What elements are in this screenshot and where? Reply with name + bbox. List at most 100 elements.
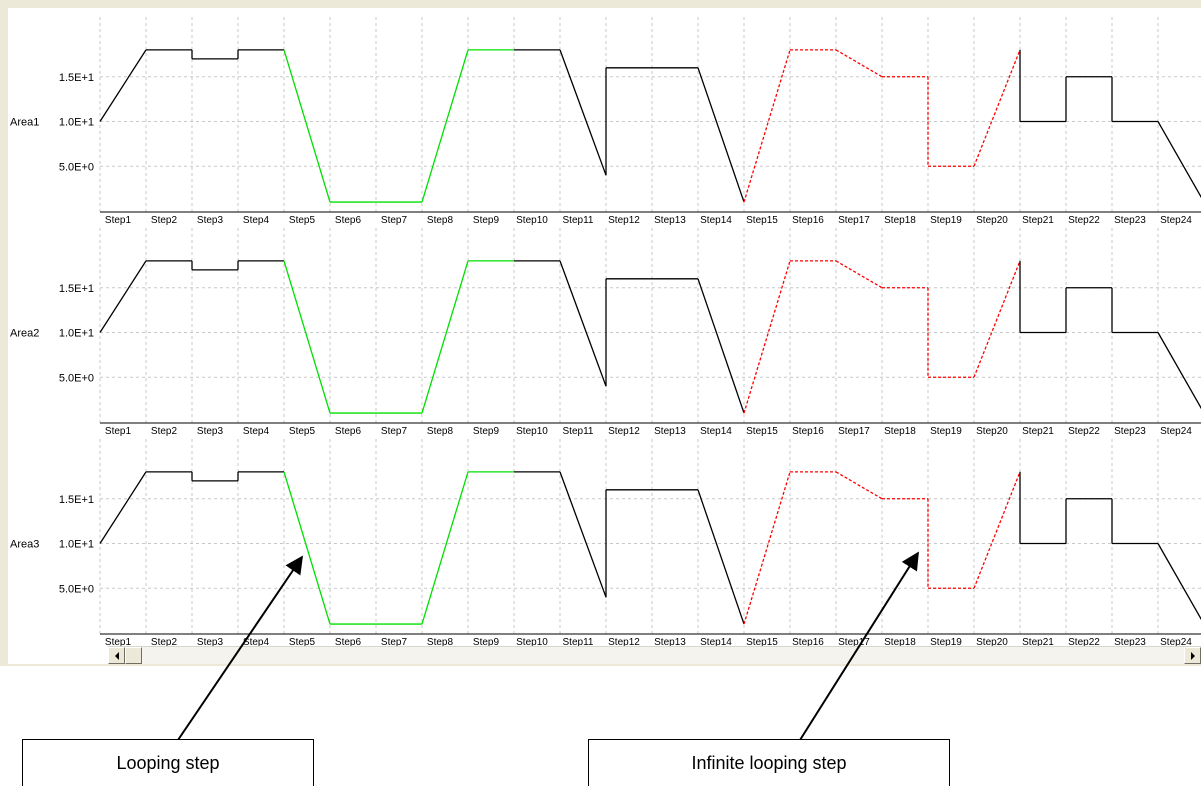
y-axis-label: Area1: [10, 117, 39, 129]
chart-window: 5.0E+0 1.0E+1 1.5E+1 Area1 Step1 Step2 Step3 St…: [8, 8, 1201, 664]
step-segment-step17: [835, 260, 883, 289]
x-tick-label: Step8: [427, 215, 454, 226]
step-segment-step24: [1157, 332, 1201, 410]
x-tick-label: Step11: [563, 426, 594, 437]
x-tick-label: Step5: [289, 426, 316, 437]
x-tick-label: Step17: [838, 215, 870, 226]
x-tick-label: Step20: [976, 426, 1008, 437]
x-tick-label: Step22: [1068, 426, 1100, 437]
scrollbar-thumb[interactable]: [125, 647, 142, 664]
x-tick-label: Step21: [1022, 637, 1054, 648]
x-tick-label: Step20: [976, 215, 1008, 226]
y-tick-label: 1.5E+1: [59, 72, 94, 84]
step-segment-step5: [283, 471, 331, 625]
step-segment-step20: [973, 49, 1021, 167]
x-tick-label: Step15: [746, 637, 778, 648]
x-tick-label: Step2: [151, 215, 178, 226]
x-tick-label: Step7: [381, 215, 408, 226]
y-axis-label: Area2: [10, 328, 39, 340]
x-tick-label: Step23: [1114, 637, 1146, 648]
step-segment-step15: [743, 49, 791, 203]
step-segment-step17: [835, 471, 883, 500]
x-tick-label: Step10: [516, 637, 548, 648]
x-tick-label: Step16: [792, 426, 824, 437]
step-segment-step1: [99, 49, 147, 122]
step-segment-step14: [697, 67, 745, 203]
x-tick-label: Step2: [151, 637, 178, 648]
step-segment-step15: [743, 471, 791, 625]
step-segment-step8: [421, 49, 469, 203]
y-tick-label: 1.0E+1: [59, 328, 94, 340]
y-tick-label: 5.0E+0: [59, 583, 94, 595]
x-tick-label: Step19: [930, 637, 962, 648]
step-segment-step14: [697, 278, 745, 414]
x-tick-label: Step16: [792, 215, 824, 226]
x-tick-label: Step6: [335, 637, 362, 648]
x-tick-label: Step22: [1068, 215, 1100, 226]
step-segment-step17: [835, 49, 883, 78]
x-tick-label: Step23: [1114, 215, 1146, 226]
x-tick-label: Step12: [608, 215, 640, 226]
x-tick-label: Step1: [105, 426, 132, 437]
horizontal-scrollbar[interactable]: [108, 646, 1201, 664]
x-tick-label: Step7: [381, 637, 408, 648]
x-tick-label: Step22: [1068, 637, 1100, 648]
x-tick-label: Step6: [335, 426, 362, 437]
x-tick-label: Step7: [381, 426, 408, 437]
step-segment-step15: [743, 260, 791, 414]
x-tick-label: Step11: [563, 215, 594, 226]
infinite-looping-step-label: Infinite looping step: [691, 752, 847, 773]
x-tick-label: Step19: [930, 215, 962, 226]
step-segment-step8: [421, 471, 469, 625]
x-tick-label: Step5: [289, 215, 316, 226]
infinite-looping-step-callout: Infinite looping step: [588, 739, 950, 786]
y-tick-label: 1.0E+1: [59, 539, 94, 551]
x-tick-label: Step21: [1022, 426, 1054, 437]
step-segment-step1: [99, 260, 147, 333]
step-profile-charts: 5.0E+0 1.0E+1 1.5E+1 Area1 Step1 Step2 Step3 St…: [10, 17, 1201, 648]
step-segment-step24: [1157, 543, 1201, 621]
step-segment-step1: [99, 471, 147, 544]
x-tick-label: Step15: [746, 426, 778, 437]
x-tick-label: Step2: [151, 426, 178, 437]
chart-window-frame: 5.0E+0 1.0E+1 1.5E+1 Area1 Step1 Step2 Step3 St…: [0, 0, 1201, 666]
x-tick-label: Step1: [105, 637, 132, 648]
x-tick-label: Step17: [838, 426, 870, 437]
x-tick-label: Step9: [473, 637, 500, 648]
step-segment-step8: [421, 260, 469, 414]
x-tick-label: Step20: [976, 637, 1008, 648]
y-tick-label: 1.5E+1: [59, 494, 94, 506]
x-tick-label: Step1: [105, 215, 132, 226]
x-tick-label: Step14: [700, 426, 732, 437]
x-tick-label: Step6: [335, 215, 362, 226]
x-tick-label: Step11: [563, 637, 594, 648]
arrow-right-icon: [1190, 651, 1195, 660]
x-tick-label: Step19: [930, 426, 962, 437]
x-tick-label: Step13: [654, 215, 686, 226]
x-tick-label: Step3: [197, 426, 224, 437]
x-tick-label: Step9: [473, 215, 500, 226]
step-segment-step5: [283, 260, 331, 414]
x-tick-label: Step18: [884, 215, 916, 226]
y-tick-label: 5.0E+0: [59, 161, 94, 173]
step-segment-step24: [1157, 121, 1201, 199]
x-tick-label: Step21: [1022, 215, 1054, 226]
x-tick-label: Step24: [1160, 215, 1192, 226]
x-tick-label: Step9: [473, 426, 500, 437]
y-tick-label: 1.5E+1: [59, 283, 94, 295]
step-segment-step5: [283, 49, 331, 203]
scroll-left-button[interactable]: [108, 647, 125, 664]
x-tick-label: Step13: [654, 637, 686, 648]
x-tick-label: Step12: [608, 426, 640, 437]
y-axis-label: Area3: [10, 539, 39, 551]
y-tick-label: 1.0E+1: [59, 117, 94, 129]
step-segment-step20: [973, 260, 1021, 378]
step-segment-step20: [973, 471, 1021, 589]
x-tick-label: Step4: [243, 426, 270, 437]
scroll-right-button[interactable]: [1184, 647, 1201, 664]
x-tick-label: Step8: [427, 637, 454, 648]
x-tick-label: Step14: [700, 215, 732, 226]
x-tick-label: Step23: [1114, 426, 1146, 437]
step-segment-step14: [697, 489, 745, 625]
x-tick-label: Step14: [700, 637, 732, 648]
